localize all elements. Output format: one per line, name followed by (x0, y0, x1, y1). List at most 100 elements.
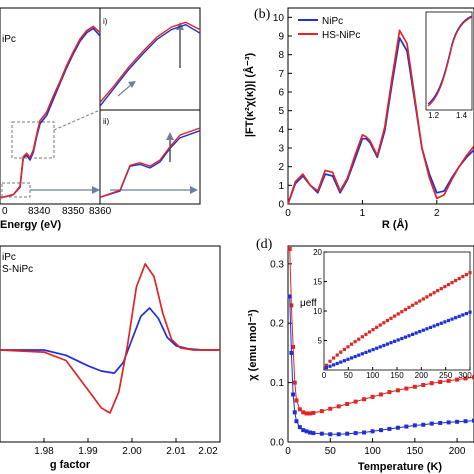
panel-d-point-red (319, 409, 324, 414)
panel-d-inset-point-blue (439, 321, 443, 325)
zoom-connector (53, 109, 101, 131)
panel-d-inset-xtick-label: 250 (439, 371, 453, 380)
panel-d-point-red (472, 375, 474, 380)
panel-d-point-red (412, 384, 417, 389)
panel-d-inset-point-blue (450, 317, 454, 321)
panel-d-ytick-label: 0.1 (270, 378, 284, 389)
panel-b-ytick-label: 6 (278, 88, 284, 99)
panel-d-inset-point-blue (464, 311, 469, 316)
panel-d-point-blue (289, 350, 294, 355)
panel-d-inset-series (324, 271, 472, 370)
panel-d-inset-point-blue (396, 338, 400, 342)
panel-c-series-red (0, 263, 220, 414)
panel-d-point-blue (362, 430, 367, 435)
panel-d-inset-point-blue (360, 352, 364, 356)
panel-d-inset-point-red (393, 314, 397, 318)
panel-d-inset-point-red (425, 295, 429, 299)
panel-b-ytick-label: 10 (273, 13, 285, 24)
panel-d-point-red (294, 398, 299, 403)
legend-label-hs-nipc: HS-NiPc (322, 30, 360, 41)
panel-d-inset-point-blue (332, 363, 336, 367)
panel-d-inset-point-blue (335, 361, 339, 366)
panel-a-series-blue (0, 27, 101, 199)
panel-d-inset-point-blue (375, 346, 379, 350)
panel-d-inset-point-red (346, 345, 350, 349)
panel-d-inset-point-blue (328, 364, 332, 368)
panel-d-point-red (291, 344, 296, 349)
panel-d-point-red (336, 404, 341, 409)
panel-d-inset-point-red (443, 285, 447, 289)
panel-d-susceptibility: (d) χ (emu mol⁻¹) Temperature (K) 0.0 0.1… (247, 237, 474, 473)
panel-d-inset-point-blue (407, 334, 411, 338)
panel-d-point-blue (421, 422, 426, 427)
panel-d-inset-point-blue (357, 353, 361, 357)
panel-d-inset-point-red (349, 342, 354, 346)
panel-d-inset-point-red (324, 363, 329, 367)
panel-c-xtick-label: 1.99 (78, 446, 98, 457)
panel-b-xlabel: R (Å) (382, 218, 409, 231)
panel-c-xtick-label: 1.98 (34, 446, 54, 457)
panel-b-ytick-label: 9 (278, 32, 284, 43)
panel-c-xtick-label: 2.01 (166, 446, 186, 457)
panel-d-point-blue (328, 432, 333, 437)
panel-d-inset-point-blue (410, 332, 415, 336)
panel-d-inset-point-blue (400, 336, 404, 341)
panel-d-point-red (289, 303, 294, 308)
panel-d-frame (287, 245, 474, 443)
panel-a-xtick-extra: 0 (2, 206, 8, 217)
panel-b-series-red (287, 29, 474, 205)
panel-d-point-blue (463, 419, 468, 424)
panel-d-point-blue (294, 419, 299, 424)
panel-d-point-red (353, 399, 358, 404)
panel-d-inset-point-red (396, 312, 400, 316)
panel-d-point-red (379, 392, 383, 397)
panel-a-inset-i-frame (99, 7, 201, 111)
panel-d-inset-point-red (332, 356, 336, 360)
panel-d-point-blue (311, 431, 316, 436)
panel-d-inset-point-blue (367, 349, 372, 353)
panel-d-point-red (345, 401, 350, 406)
panel-d-inset-ytick-label: 20 (313, 248, 322, 257)
panel-b-inset-red (427, 16, 473, 107)
panel-d-point-red (387, 390, 392, 395)
panel-d-inset-point-red (353, 340, 357, 344)
panel-d-inset-frame (323, 251, 471, 371)
panel-d-inset-point-red (461, 275, 465, 279)
panel-d-point-blue (370, 429, 375, 434)
panel-d-point-red (297, 407, 302, 412)
panel-d-inset-point-red (400, 310, 404, 314)
panel-b-exafs: (b) |FT(κ²χ(κ))| (Å⁻³) R (Å) 0 1 2 3 4 5 6 7 8 9 1… (243, 7, 474, 231)
panel-b-ytick-label: 5 (278, 106, 284, 117)
panel-d-point-blue (297, 425, 302, 430)
legend-label-nipc: NiPc (322, 16, 343, 27)
panel-d-inset-point-blue (346, 357, 350, 361)
panel-d-inset-point-red (389, 316, 393, 320)
panel-d-point-red (292, 380, 297, 385)
panel-d-inset-ytick-label: 5 (318, 337, 323, 346)
panel-d-inset-point-red (328, 359, 332, 363)
panel-d-point-red (463, 376, 468, 381)
panel-d-point-red (301, 410, 306, 415)
panel-d-inset-point-blue (421, 328, 425, 332)
inset-i-label: i) (103, 17, 108, 26)
panel-b-ylabel: |FT(κ²χ(κ))| (Å⁻³) (243, 53, 256, 138)
panel-b-frame (287, 7, 474, 205)
panel-d-inset-point-blue (371, 348, 375, 352)
panel-d-point-blue (307, 430, 312, 435)
panel-d-point-blue (319, 431, 324, 436)
panel-d-inset-xtick-label: 150 (390, 371, 404, 380)
inset-arrow-a-line (117, 83, 133, 97)
panel-d-inset-point-red (375, 325, 379, 329)
panel-a-xtick: 8360 (89, 206, 112, 217)
panel-d-inset-point-red (339, 350, 343, 354)
panel-a-inset-ii-series-blue (99, 130, 201, 198)
panel-d-ytick-label: 0.0 (270, 438, 284, 449)
panel-b-ytick-label: 1 (278, 181, 284, 192)
panel-d-ticks: 0.00.10.20.30 50 100 150 200 (270, 259, 466, 457)
panel-d-inset-point-red (457, 276, 461, 281)
panel-b-ytick-label: 8 (278, 50, 284, 61)
panel-d-inset-point-blue (342, 359, 346, 363)
panel-d-point-blue (336, 432, 341, 437)
panel-c-legend-entry: iPc (2, 252, 16, 263)
panel-d-inset-point-red (410, 303, 415, 307)
